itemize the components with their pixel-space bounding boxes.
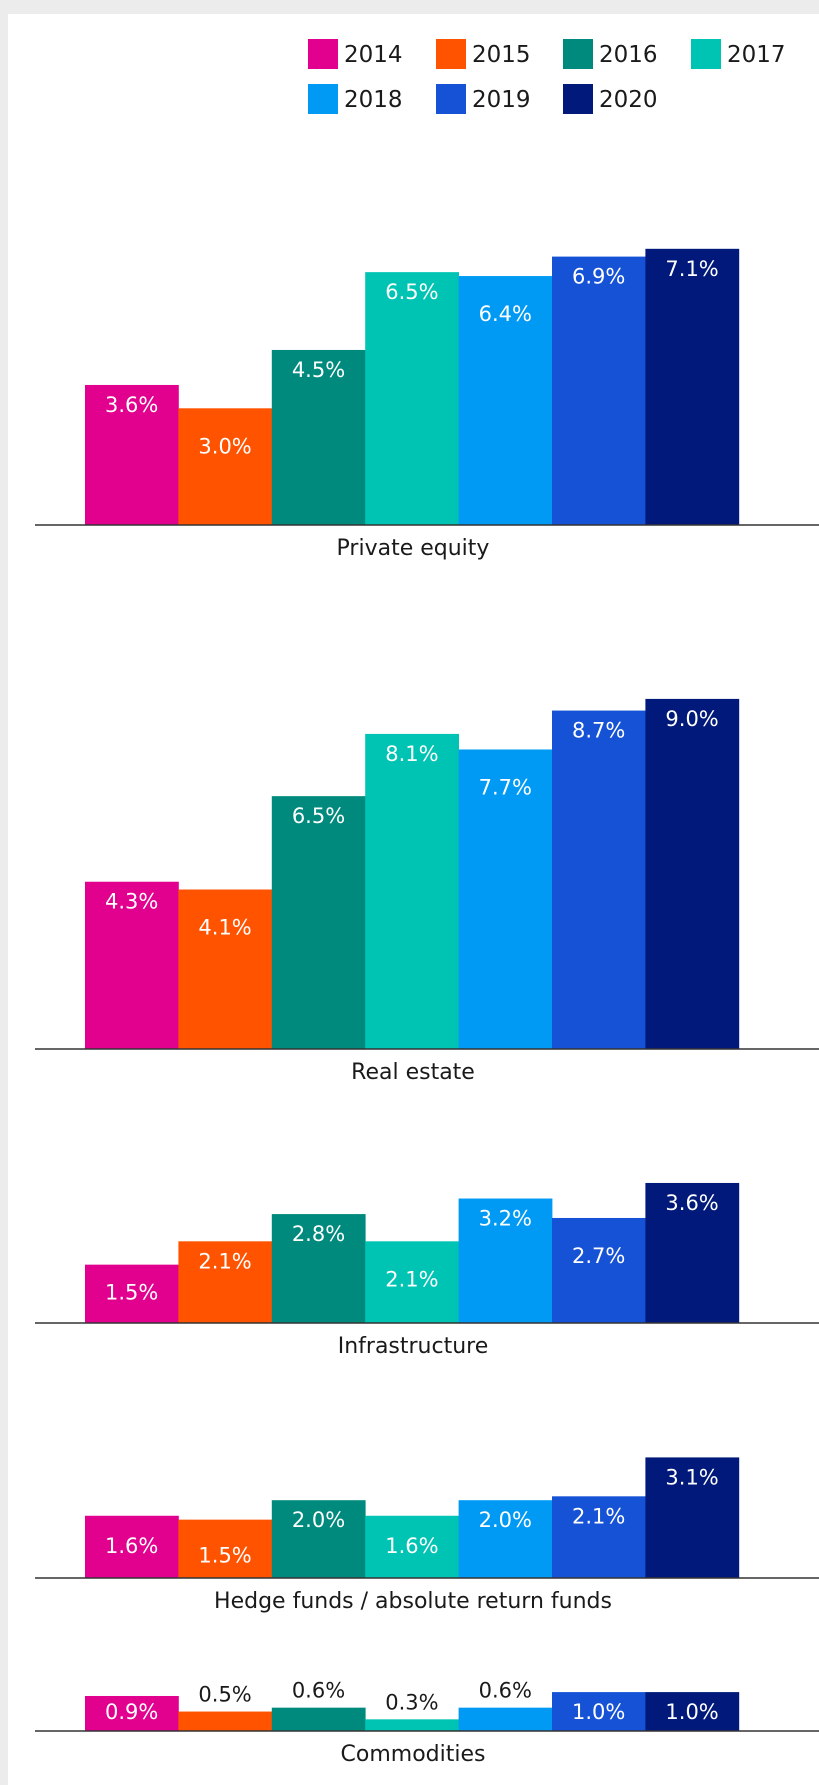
bar-infrastructure-2019 (552, 1217, 646, 1323)
data-label-real-estate-2017: 8.1% (385, 742, 438, 766)
bar-commodities-2014 (85, 1695, 179, 1731)
bar-commodities-2015 (178, 1711, 273, 1731)
data-label-real-estate-2014: 4.3% (105, 890, 158, 914)
bar-commodities-2020 (645, 1692, 740, 1731)
category-label-commodities: Commodities (341, 1742, 486, 1767)
data-label-private-equity-2016: 4.5% (292, 358, 345, 382)
bar-real-estate-2017 (365, 733, 459, 1049)
data-label-private-equity-2017: 6.5% (385, 280, 438, 304)
data-label-private-equity-2020: 7.1% (665, 257, 718, 281)
data-label-private-equity-2015: 3.0% (198, 434, 251, 458)
bar-infrastructure-2014 (85, 1264, 179, 1323)
data-label-hedge-funds-absolute-return-funds-2017: 1.6% (385, 1534, 438, 1558)
data-label-commodities-2014: 0.9% (105, 1700, 158, 1724)
data-label-commodities-2018: 0.6% (479, 1679, 532, 1703)
data-label-infrastructure-2014: 1.5% (105, 1281, 158, 1305)
data-label-hedge-funds-absolute-return-funds-2018: 2.0% (479, 1508, 532, 1532)
chart-canvas: 2014 2015 2016 2017 2018 2019 2020 3.6% 3.0% 4.5%… (8, 14, 819, 1785)
chart-svg: 2014 2015 2016 2017 2018 2019 2020 3.6% 3.0% 4.5%… (35, 39, 819, 1767)
legend-label-2017: 2017 (727, 42, 786, 68)
legend-label-2019: 2019 (472, 87, 531, 113)
bar-hedge-funds-absolute-return-funds-2017 (365, 1515, 459, 1578)
data-label-infrastructure-2020: 3.6% (665, 1191, 718, 1215)
bar-infrastructure-2018 (458, 1198, 553, 1323)
legend-swatch-2018 (308, 84, 338, 114)
bar-real-estate-2018 (458, 749, 553, 1049)
data-label-infrastructure-2016: 2.8% (292, 1222, 345, 1246)
legend-swatch-2016 (563, 39, 593, 69)
bar-real-estate-2020 (645, 698, 740, 1049)
bar-commodities-2017 (365, 1719, 459, 1731)
bar-private-equity-2019 (552, 256, 646, 525)
legend-label-2016: 2016 (599, 42, 658, 68)
bar-infrastructure-2020 (645, 1182, 740, 1323)
bar-hedge-funds-absolute-return-funds-2015 (178, 1519, 273, 1578)
bar-infrastructure-2017 (365, 1241, 459, 1323)
bar-hedge-funds-absolute-return-funds-2019 (552, 1496, 646, 1578)
legend-label-2020: 2020 (599, 87, 658, 113)
data-label-commodities-2019: 1.0% (572, 1700, 625, 1724)
bar-commodities-2019 (552, 1692, 646, 1731)
legend-label-2014: 2014 (344, 42, 403, 68)
bar-real-estate-2015 (178, 889, 273, 1049)
data-label-hedge-funds-absolute-return-funds-2019: 2.1% (572, 1504, 625, 1528)
bar-hedge-funds-absolute-return-funds-2018 (458, 1500, 553, 1578)
data-label-infrastructure-2017: 2.1% (385, 1267, 438, 1291)
bar-private-equity-2014 (85, 384, 179, 525)
category-label-real-estate: Real estate (351, 1060, 475, 1085)
category-label-private-equity: Private equity (337, 536, 490, 561)
legend-swatch-2014 (308, 39, 338, 69)
bar-infrastructure-2015 (178, 1241, 273, 1323)
data-label-hedge-funds-absolute-return-funds-2016: 2.0% (292, 1508, 345, 1532)
bar-private-equity-2018 (458, 276, 553, 525)
bar-commodities-2016 (271, 1707, 366, 1731)
bar-infrastructure-2016 (271, 1214, 366, 1323)
data-label-infrastructure-2015: 2.1% (198, 1249, 251, 1273)
bar-hedge-funds-absolute-return-funds-2016 (271, 1500, 366, 1578)
bar-real-estate-2019 (552, 710, 646, 1049)
bar-hedge-funds-absolute-return-funds-2020 (645, 1457, 740, 1578)
data-label-commodities-2016: 0.6% (292, 1679, 345, 1703)
data-label-infrastructure-2018: 3.2% (479, 1207, 532, 1231)
data-label-real-estate-2020: 9.0% (665, 707, 718, 731)
bar-private-equity-2016 (271, 349, 366, 525)
legend-swatch-2019 (436, 84, 466, 114)
data-label-real-estate-2019: 8.7% (572, 719, 625, 743)
data-label-private-equity-2014: 3.6% (105, 393, 158, 417)
data-label-real-estate-2015: 4.1% (198, 916, 251, 940)
data-label-hedge-funds-absolute-return-funds-2015: 1.5% (198, 1544, 251, 1568)
bar-commodities-2018 (458, 1707, 553, 1731)
data-label-commodities-2015: 0.5% (198, 1683, 251, 1707)
legend-swatch-2020 (563, 84, 593, 114)
bar-real-estate-2016 (271, 796, 366, 1049)
data-label-commodities-2017: 0.3% (385, 1690, 438, 1714)
bar-private-equity-2020 (645, 248, 740, 525)
data-label-hedge-funds-absolute-return-funds-2014: 1.6% (105, 1534, 158, 1558)
legend-label-2018: 2018 (344, 87, 403, 113)
legend-swatch-2015 (436, 39, 466, 69)
bar-hedge-funds-absolute-return-funds-2014 (85, 1515, 179, 1578)
bar-private-equity-2015 (178, 408, 273, 525)
bar-real-estate-2014 (85, 881, 179, 1049)
data-label-private-equity-2018: 6.4% (479, 302, 532, 326)
data-label-private-equity-2019: 6.9% (572, 265, 625, 289)
legend-swatch-2017 (691, 39, 721, 69)
category-label-hedge-funds-absolute-return-funds: Hedge funds / absolute return funds (214, 1589, 612, 1614)
data-label-infrastructure-2019: 2.7% (572, 1244, 625, 1268)
data-label-real-estate-2018: 7.7% (479, 775, 532, 799)
legend-label-2015: 2015 (472, 42, 531, 68)
data-label-commodities-2020: 1.0% (665, 1700, 718, 1724)
data-label-hedge-funds-absolute-return-funds-2020: 3.1% (665, 1465, 718, 1489)
data-label-real-estate-2016: 6.5% (292, 804, 345, 828)
bar-private-equity-2017 (365, 272, 459, 525)
category-label-infrastructure: Infrastructure (338, 1334, 489, 1359)
